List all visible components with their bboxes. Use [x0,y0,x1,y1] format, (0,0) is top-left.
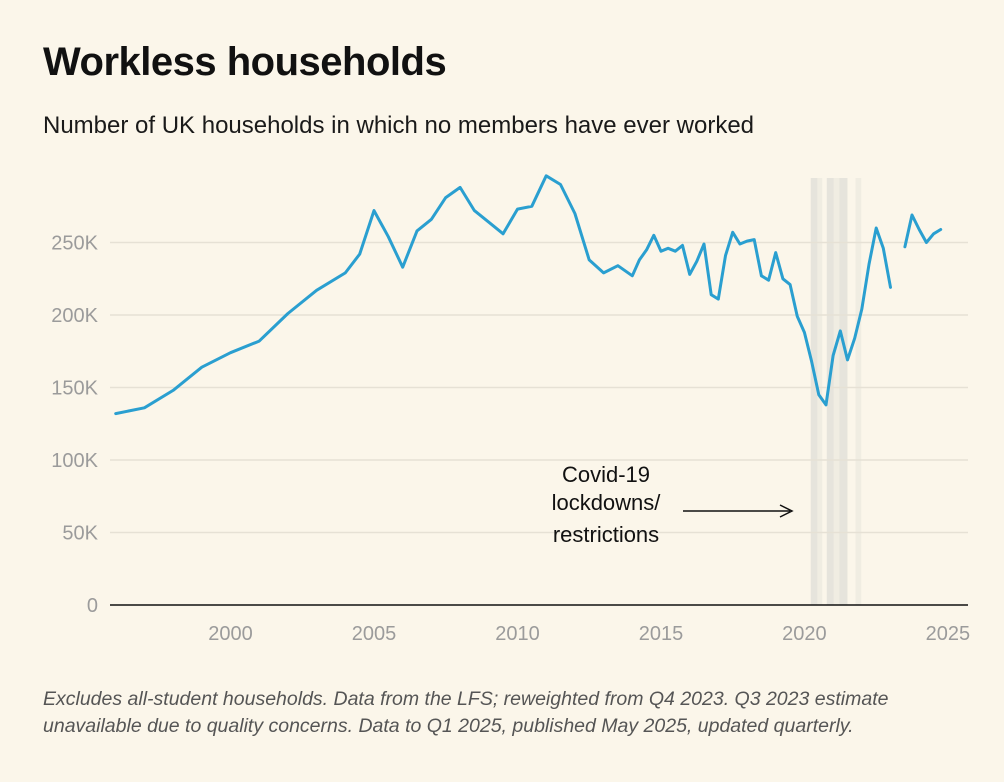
covid-band [855,178,862,605]
x-tick-label: 2000 [208,623,253,645]
y-tick-label: 0 [87,595,98,617]
covid-annotation: Covid-19 lockdowns/ restrictions [552,462,794,547]
y-tick-label: 200K [51,305,98,327]
covid-band [826,178,834,605]
y-tick-label: 100K [51,450,98,472]
series-lines [114,174,943,416]
series-line [114,174,892,416]
y-tick-label: 250K [51,233,98,255]
y-axis-ticks: 0 50K 100K 150K 200K 250K [51,233,98,618]
annotation-arrowhead [779,504,794,518]
x-tick-label: 2020 [782,623,827,645]
series-line [903,213,943,249]
gridlines [110,241,968,534]
x-tick-label: 2025 [926,623,971,645]
annotation-line-3: restrictions [553,522,659,547]
annotation-line-1: Covid-19 [562,462,650,487]
x-axis-ticks: 2000 2005 2010 2015 2020 2025 [208,623,970,645]
x-tick-label: 2015 [639,623,684,645]
annotation-line-2: lockdowns/ [552,490,662,515]
x-tick-label: 2005 [352,623,397,645]
covid-band [833,178,840,605]
line-chart: 0 50K 100K 150K 200K 250K 2000 2005 2010 2015 202… [51,174,970,645]
covid-band [817,178,823,605]
chart-title: Workless households [43,40,447,84]
y-tick-label: 150K [51,378,98,400]
covid-bands [810,178,862,605]
covid-band [810,178,818,605]
covid-band [839,178,848,605]
footnote: Excludes all-student households. Data fr… [43,688,889,737]
y-tick-label: 50K [62,523,98,545]
chart-subtitle: Number of UK households in which no memb… [43,112,755,139]
x-tick-label: 2010 [495,623,540,645]
